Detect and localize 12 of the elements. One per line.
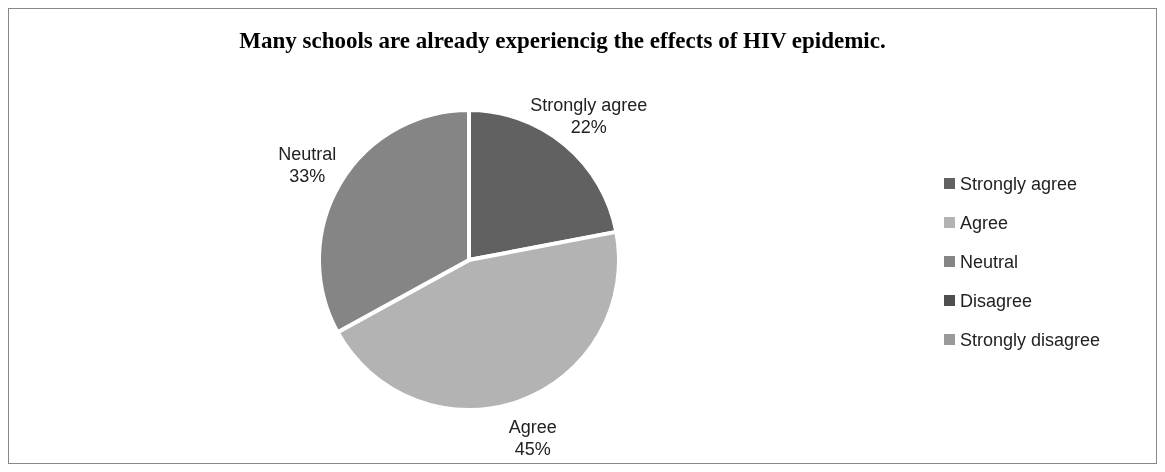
slice-label: Neutral [278,144,337,165]
data-label: 45% [514,438,551,459]
chart-title: Many schools are already experiencig the effects of HIV epidemic. [239,28,886,53]
slice-label: Agree [508,416,557,437]
legend-label: Strongly disagree [960,330,1101,350]
slice-label: Strongly agree [530,95,648,116]
legend-label: Strongly agree [960,174,1078,194]
legend-label: Disagree [960,291,1033,311]
data-label: 22% [570,117,607,138]
data-label: 33% [289,166,326,187]
legend-label: Agree [960,213,1009,233]
legend-label: Neutral [960,252,1019,272]
